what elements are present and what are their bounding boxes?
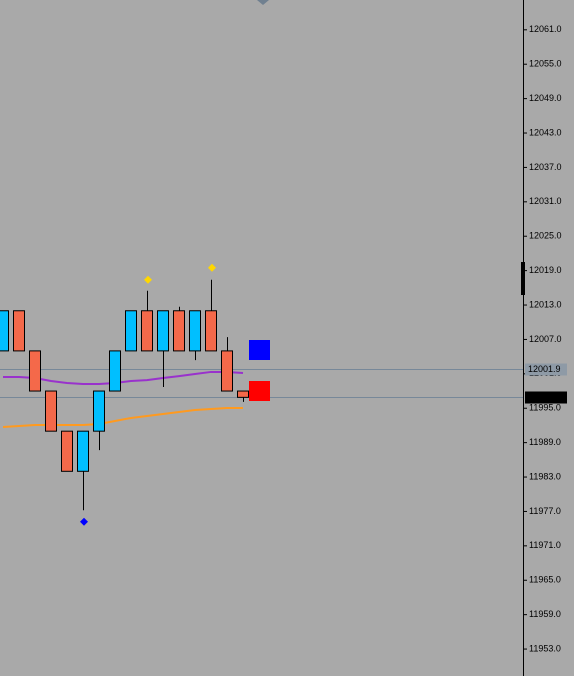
moving-average	[3, 370, 244, 385]
candle-body	[93, 390, 105, 432]
y-tick-label: 12049.0	[529, 93, 562, 103]
candle-body	[205, 310, 217, 352]
candle-body	[125, 310, 137, 352]
signal-marker	[144, 275, 152, 284]
candle-body	[61, 430, 73, 472]
candle-body	[109, 350, 121, 392]
candle-body	[237, 390, 249, 398]
scroll-marker	[257, 0, 269, 5]
y-tick-label: 12061.0	[529, 24, 562, 34]
y-tick-label: 11983.0	[529, 471, 561, 481]
y-tick-label: 12019.0	[529, 265, 562, 275]
candle-body	[221, 350, 233, 392]
y-tick-label: 11995.0	[529, 403, 561, 413]
candle-body	[29, 350, 41, 392]
y-tick-label: 12031.0	[529, 196, 562, 206]
y-tick-label: 11965.0	[529, 575, 561, 585]
price-tag-label: 11996.9	[528, 392, 560, 402]
candle-body	[0, 310, 9, 352]
y-tick-label: 11971.0	[529, 540, 561, 550]
buy-button[interactable]	[249, 340, 270, 360]
y-tick-label: 11959.0	[529, 609, 561, 619]
y-tick-label: 12025.0	[529, 231, 562, 241]
signal-marker	[80, 517, 88, 526]
candle-body	[189, 310, 201, 352]
candle-body	[141, 310, 153, 352]
candle-body	[77, 430, 89, 472]
price-tag	[525, 363, 567, 376]
y-tick-label: 12037.0	[529, 162, 562, 172]
y-tick-label: 11953.0	[529, 643, 561, 653]
y-tick-label: 12043.0	[529, 127, 562, 137]
candle-body	[45, 390, 57, 432]
candle-body	[13, 310, 25, 352]
axis-highlight	[521, 262, 525, 295]
candle-body	[173, 310, 185, 352]
y-tick-label: 12007.0	[529, 334, 562, 344]
y-tick-label: 12013.0	[529, 299, 562, 309]
y-tick-label: 11977.0	[529, 506, 561, 516]
price-tag	[525, 391, 567, 404]
y-tick-label: 11989.0	[529, 437, 561, 447]
candle-body	[157, 310, 169, 352]
signal-marker	[208, 263, 216, 272]
sell-button[interactable]	[249, 381, 270, 401]
y-tick-label: 12055.0	[529, 59, 562, 69]
moving-average	[2, 407, 243, 428]
price-tag-label: 12001.9	[528, 364, 561, 374]
